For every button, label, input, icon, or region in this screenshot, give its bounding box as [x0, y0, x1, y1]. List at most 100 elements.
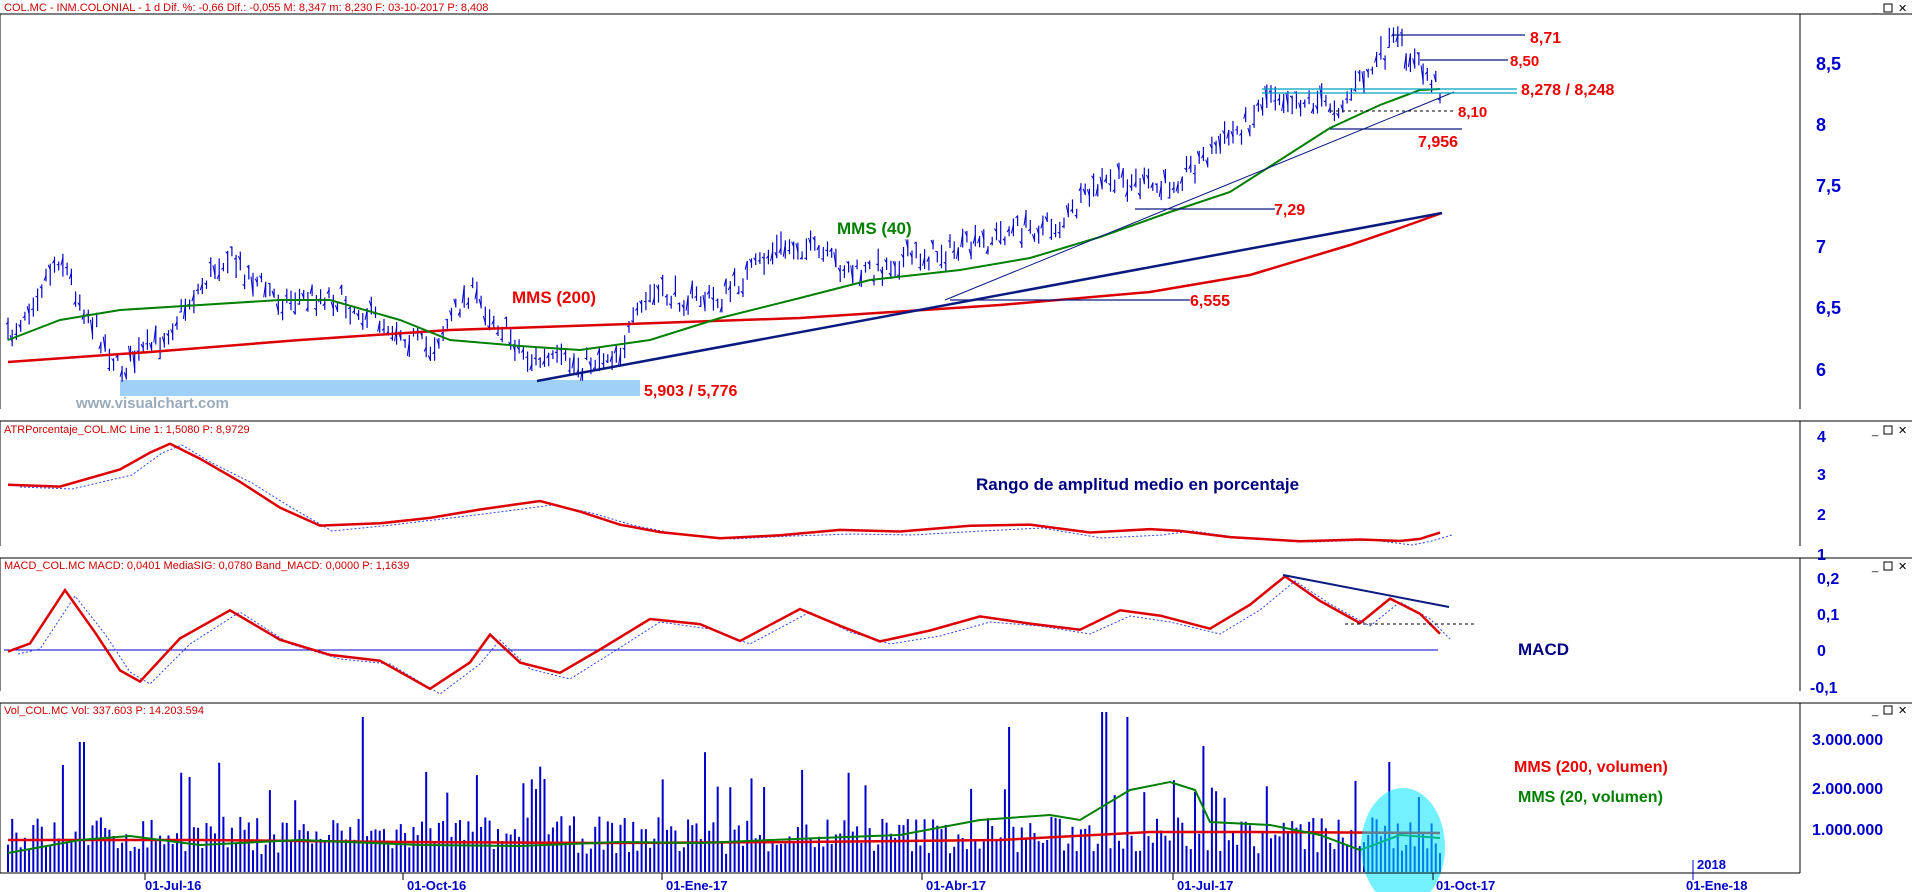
price-tick-mark [495, 332, 499, 335]
price-tick-mark [339, 284, 343, 290]
price-tick-mark [1120, 168, 1124, 178]
price-tick-mark [537, 358, 541, 360]
price-tick-mark [1065, 205, 1069, 216]
macd-tick: -0,1 [1810, 680, 1838, 697]
volume-mms20-line [7, 780, 1441, 854]
price-tick-mark [1374, 55, 1378, 63]
price-tick-mark [436, 338, 440, 346]
macd-tick: 0,1 [1817, 607, 1839, 624]
price-tick-mark [888, 272, 892, 276]
price-tick-mark [356, 312, 360, 318]
price-tick-mark [1040, 220, 1044, 229]
price-tick-mark [791, 241, 795, 248]
watermark: www.visualchart.com [75, 395, 229, 412]
label-7956: 7,956 [1418, 134, 1458, 151]
close-icon[interactable]: ✕ [1898, 561, 1907, 573]
volume-highlight-circle [1361, 788, 1445, 892]
price-tick-mark [816, 245, 820, 251]
price-yaxis: 6 6,5 7 7,5 8 8,5 [1816, 54, 1841, 380]
price-tick-mark [765, 255, 769, 259]
price-tick-mark [955, 247, 959, 259]
label-810: 8,10 [1458, 104, 1487, 121]
price-tick-mark [736, 291, 740, 295]
price-tick-mark [694, 295, 697, 299]
price-tick-mark [681, 304, 685, 309]
price-tick-mark [1154, 183, 1158, 186]
price-tick-mark [474, 288, 478, 300]
price-tick-mark [242, 283, 245, 287]
price-tick-mark [596, 348, 600, 356]
minimize-icon[interactable]: _ [1871, 705, 1879, 717]
atr-line [7, 442, 1441, 543]
price-tick-mark [580, 368, 583, 381]
price-tick-mark [1230, 130, 1234, 138]
atr-panel-header: ATRPorcentaje_COL.MC Line 1: 1,5080 P: 8… [4, 424, 250, 436]
price-tick-mark [1082, 188, 1086, 196]
price-tick-mark [918, 266, 921, 269]
minimize-icon[interactable]: _ [1871, 561, 1879, 573]
price-tick-mark [364, 310, 368, 320]
price-tick-mark [1099, 176, 1103, 190]
price-tick-mark [140, 343, 144, 349]
restore-icon[interactable] [1883, 561, 1893, 571]
price-tick-mark [1188, 163, 1192, 170]
price-tick-mark [195, 288, 199, 292]
label-729: 7,29 [1274, 202, 1305, 219]
price-tick-mark [905, 239, 909, 249]
price-tick-mark [837, 267, 841, 273]
price-tick-mark [504, 316, 507, 320]
price-tick-mark [1116, 163, 1120, 171]
price-tick-mark [221, 267, 224, 270]
price-tick-mark [280, 311, 283, 314]
price-tick-mark [879, 269, 883, 275]
price-tick-mark [723, 278, 727, 287]
atr-yaxis: 1 2 3 4 [1817, 429, 1826, 564]
price-tick-mark [1361, 71, 1365, 91]
price-tick-mark [664, 295, 668, 298]
label-vol-mms200: MMS (200, volumen) [1514, 759, 1668, 776]
restore-icon[interactable] [1883, 3, 1893, 13]
price-tick-mark [1277, 97, 1280, 101]
price-tick-mark [1179, 176, 1183, 184]
price-tick-mark [1205, 159, 1209, 166]
x-tick: 01-Oct-16 [407, 878, 466, 892]
price-tick-mark [909, 252, 913, 258]
price-tick-mark [529, 363, 533, 371]
price-tick-mark [702, 294, 706, 310]
price-tick-mark [453, 298, 457, 307]
price-tick-mark [1074, 214, 1077, 217]
price-tick-mark [423, 346, 427, 352]
price-tick-mark [516, 346, 520, 351]
volume-tick: 3.000.000 [1812, 732, 1883, 749]
minimize-icon[interactable]: _ [1871, 3, 1879, 15]
price-tick-mark [368, 300, 372, 308]
price-tick-mark [1285, 92, 1289, 106]
price-tick-mark [998, 240, 1002, 244]
restore-icon[interactable] [1883, 425, 1893, 435]
price-bars [5, 26, 1441, 382]
price-tick-mark [1133, 181, 1137, 187]
restore-icon[interactable] [1883, 705, 1893, 715]
price-tick-mark [478, 298, 482, 308]
price-tick: 7,5 [1816, 176, 1841, 196]
price-tick-mark [161, 336, 165, 344]
close-icon[interactable]: ✕ [1898, 3, 1907, 15]
price-tick-mark [326, 289, 330, 295]
price-tick-mark [913, 241, 917, 244]
price-tick-mark [563, 351, 566, 355]
minimize-icon[interactable]: _ [1871, 425, 1879, 437]
price-tick-mark [782, 243, 786, 257]
price-tick-mark [550, 353, 554, 355]
price-tick-mark [727, 285, 731, 291]
price-tick-mark [774, 252, 778, 257]
price-tick-mark [1167, 197, 1170, 199]
x-tick: 01-Jul-17 [1177, 878, 1233, 892]
price-tick-mark [18, 324, 22, 329]
price-tick-mark [1412, 58, 1416, 67]
price-tick-mark [1315, 105, 1318, 111]
close-icon[interactable]: ✕ [1898, 705, 1907, 717]
price-tick-mark [343, 299, 347, 302]
price-tick-mark [588, 361, 592, 367]
price-tick-mark [166, 333, 169, 337]
close-icon[interactable]: ✕ [1898, 425, 1907, 437]
